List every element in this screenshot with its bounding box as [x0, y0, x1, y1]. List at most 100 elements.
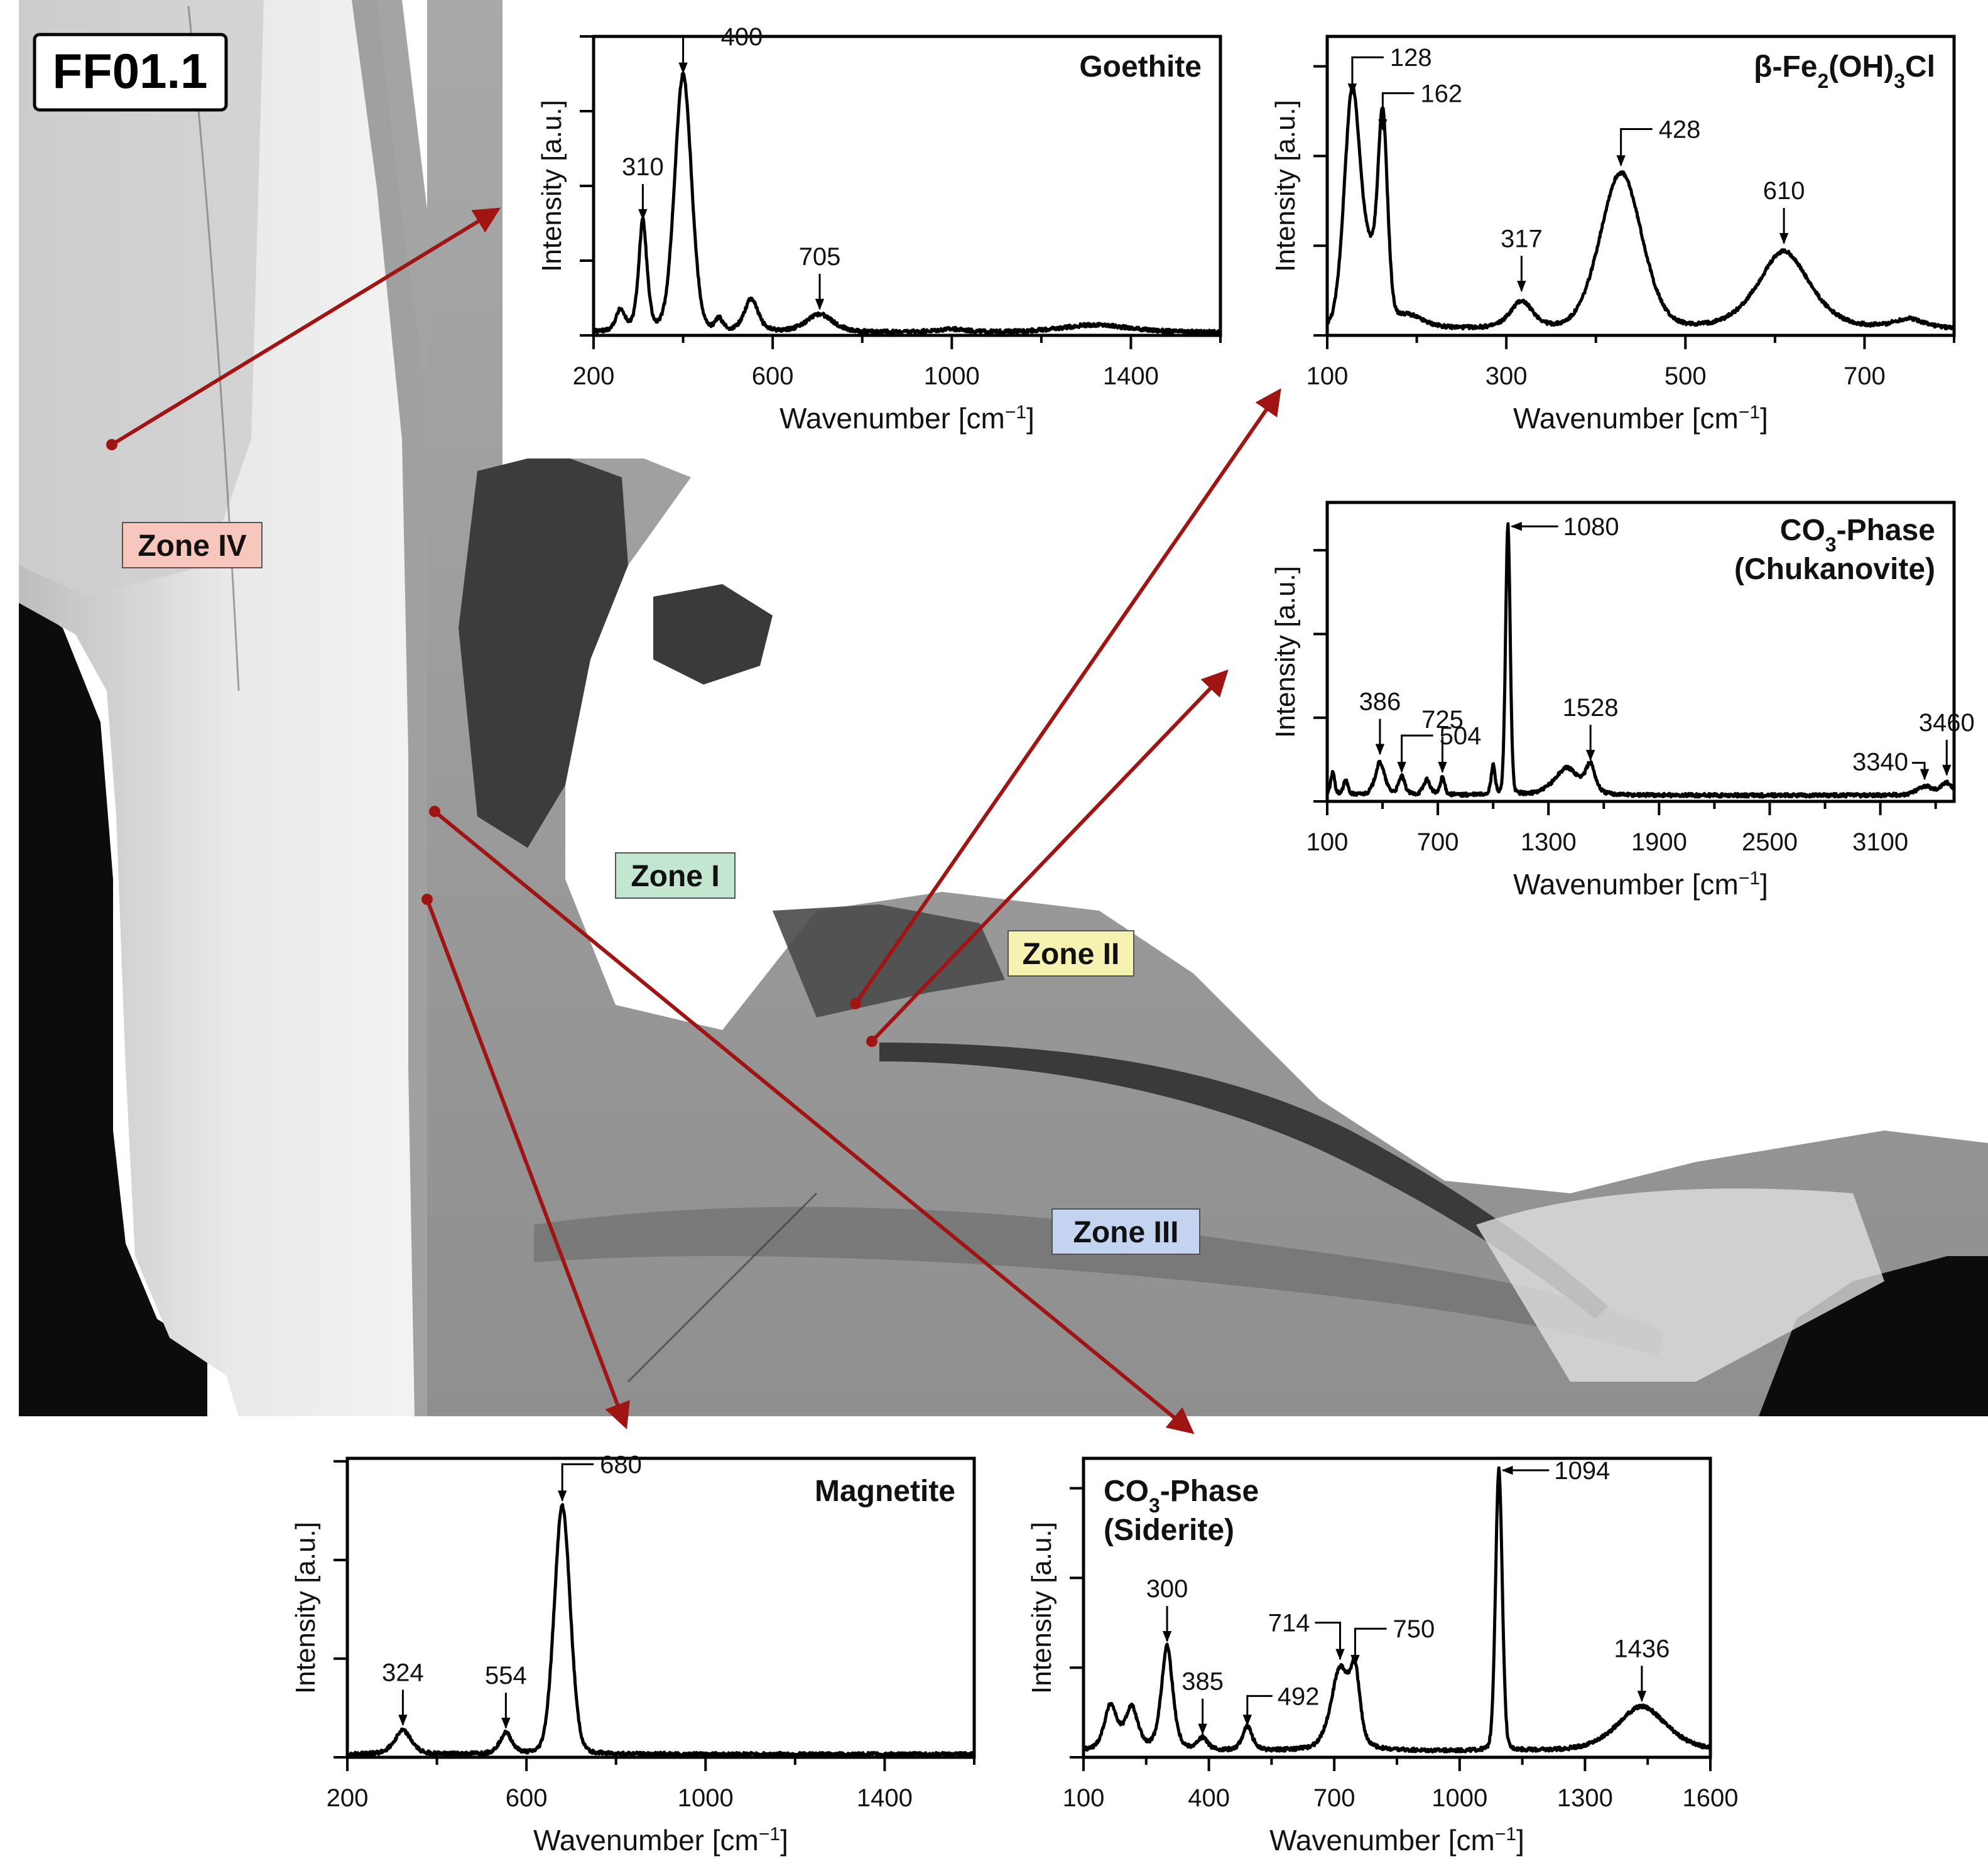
peak-label: 750: [1393, 1615, 1435, 1643]
peak-label: 554: [485, 1662, 527, 1689]
resin-region: [19, 0, 207, 1416]
plot-frame: [345, 1456, 976, 1759]
x-tick-label: 200: [327, 1784, 369, 1812]
peak-annotation: 554: [485, 1662, 527, 1729]
peak-annotation: 725: [1421, 706, 1464, 773]
zone-iv-label-text: Zone IV: [138, 529, 246, 563]
peak-annotation: 128: [1347, 44, 1432, 95]
y-axis-label: Intensity [a.u.]: [1026, 1522, 1057, 1694]
zone-iii-label-text: Zone III: [1073, 1216, 1179, 1249]
peak-annotation: 162: [1378, 80, 1462, 131]
peak-label: 504: [1440, 722, 1482, 750]
peak-label: 1528: [1563, 694, 1619, 722]
measurement-connectors: [106, 207, 1281, 1434]
zone-ii-label: Zone II: [1008, 930, 1134, 977]
y-axis-label: Intensity [a.u.]: [1270, 100, 1301, 272]
chart-beta-fe: 100 300 500 700 Wavenumber [cm−1] Intensity […: [1270, 35, 1956, 435]
x-tick-label: 700: [1313, 1784, 1355, 1812]
x-tick-label: 1400: [857, 1784, 913, 1812]
chart-goethite: 200 600 1000 1400 Wavenumber [cm−1] Intensity…: [536, 23, 1222, 435]
peak-annotation: 300: [1146, 1575, 1188, 1642]
x-tick-label: 1000: [924, 362, 980, 390]
peak-annotation: 324: [382, 1659, 424, 1727]
x-tick-label: 1600: [1683, 1784, 1739, 1812]
peak-annotation: 428: [1616, 116, 1701, 167]
peak-label: 3340: [1852, 749, 1908, 776]
connector-chukanovite: [870, 669, 1229, 1043]
peak-label: 492: [1278, 1683, 1320, 1710]
peak-label: 1080: [1563, 513, 1619, 541]
zone-ii-label-text: Zone II: [1023, 938, 1120, 971]
peak-label: 428: [1659, 116, 1701, 143]
measurement-point-siderite: [429, 806, 440, 817]
x-tick-label: 700: [1844, 362, 1886, 390]
peak-label: 128: [1390, 44, 1432, 72]
peak-label: 324: [382, 1659, 424, 1686]
x-tick-label: 1300: [1557, 1784, 1613, 1812]
peak-label: 317: [1501, 225, 1543, 252]
sample-label: FF01.1: [33, 33, 228, 112]
connector-siderite: [433, 810, 1195, 1434]
spectrum-line: [345, 1503, 975, 1758]
x-tick-label: 200: [573, 362, 615, 390]
peak-annotation: 1528: [1563, 694, 1619, 761]
x-axis-label: Wavenumber [cm−1]: [1269, 1824, 1524, 1857]
chart-title-line2: (Chukanovite): [1734, 553, 1935, 586]
zone-iv-label: Zone IV: [122, 522, 263, 568]
chart-chukanovite: 100 700 1300 1900 2500 3100 Wavenumber [cm−1] I…: [1270, 501, 1975, 901]
spectrum-line: [1082, 1466, 1712, 1754]
x-tick-label: 1900: [1631, 828, 1687, 856]
peak-label: 1094: [1554, 1457, 1610, 1485]
peak-label: 714: [1268, 1610, 1310, 1637]
y-axis-label: Intensity [a.u.]: [1270, 566, 1301, 738]
x-axis-label: Wavenumber [cm−1]: [533, 1824, 788, 1857]
x-tick-label: 700: [1417, 828, 1459, 856]
peak-annotation: 714: [1268, 1610, 1345, 1661]
peak-annotation: 1080: [1510, 513, 1619, 541]
zone-i-label-text: Zone I: [631, 860, 719, 893]
x-tick-label: 100: [1306, 362, 1349, 390]
x-tick-label: 1000: [678, 1784, 734, 1812]
peak-label: 385: [1181, 1668, 1224, 1696]
peak-annotation: 3460: [1919, 709, 1975, 776]
peak-label: 3460: [1919, 709, 1975, 737]
peak-label: 400: [721, 23, 763, 51]
chart-title: Magnetite: [815, 1475, 955, 1508]
peak-annotation: 610: [1763, 177, 1805, 245]
peak-label: 680: [600, 1451, 642, 1478]
spectrum-line: [1325, 83, 1955, 331]
peak-annotation: 310: [622, 153, 664, 220]
chart-siderite: 100 400 700 1000 1300 1600 Wavenumber [cm−1] In…: [1026, 1456, 1739, 1857]
peak-annotation: 750: [1350, 1615, 1435, 1666]
peak-annotation: 385: [1181, 1668, 1224, 1735]
chart-title: CO3-Phase: [1780, 514, 1935, 556]
peak-annotation: 3340: [1852, 749, 1930, 781]
peak-label: 705: [799, 243, 841, 271]
peak-label: 300: [1146, 1575, 1188, 1603]
plot-frame: [1082, 1456, 1712, 1759]
measurement-point-chukanovite: [866, 1036, 877, 1047]
y-axis-label: Intensity [a.u.]: [536, 100, 567, 272]
peak-annotation: 400: [678, 23, 763, 74]
x-tick-label: 100: [1306, 828, 1349, 856]
connector-magnetite: [425, 898, 630, 1429]
x-tick-label: 100: [1063, 1784, 1105, 1812]
y-axis-label: Intensity [a.u.]: [290, 1522, 321, 1694]
peak-label: 310: [622, 153, 664, 181]
x-tick-label: 3100: [1852, 828, 1908, 856]
peak-annotation: 1436: [1614, 1635, 1670, 1703]
peak-annotation: 1094: [1501, 1457, 1610, 1485]
peak-label: 162: [1420, 80, 1462, 107]
chart-magnetite: 200 600 1000 1400 Wavenumber [cm−1] Intensity…: [290, 1451, 976, 1857]
zone-iii-label: Zone III: [1051, 1208, 1200, 1255]
x-tick-label: 600: [752, 362, 794, 390]
spectrum-line: [1325, 522, 1956, 799]
chart-title: β-Fe2(OH)3Cl: [1754, 50, 1935, 92]
zone-i-label: Zone I: [615, 852, 736, 899]
spectrum-line: [592, 72, 1222, 335]
peak-label: 386: [1359, 688, 1401, 716]
x-tick-label: 400: [1188, 1784, 1230, 1812]
peak-annotation: 705: [799, 243, 841, 310]
x-tick-label: 600: [506, 1784, 548, 1812]
